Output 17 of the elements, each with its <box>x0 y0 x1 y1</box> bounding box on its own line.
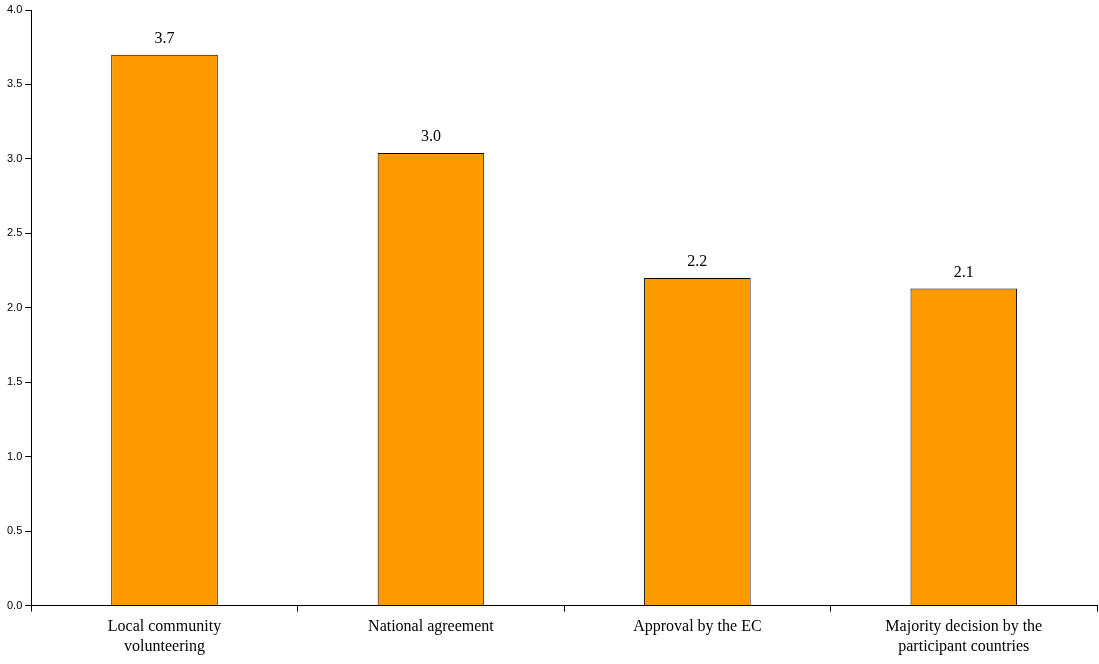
y-tick-label: 0.0 <box>6 598 23 611</box>
y-tick-label: 2.0 <box>6 300 23 313</box>
data-label: 3.0 <box>420 127 441 145</box>
y-tick-label: 3.0 <box>6 151 23 164</box>
x-tick-label: Majority decision by the participant countries <box>885 617 1043 655</box>
data-label: 2.2 <box>687 252 708 270</box>
y-tick-label: 1.0 <box>6 449 23 462</box>
y-tick-label: 2.5 <box>6 226 23 239</box>
data-label: 3.7 <box>154 28 175 46</box>
x-tick-label: National agreement <box>368 617 495 636</box>
x-tick-label: Local community volunteering <box>107 617 222 655</box>
y-tick-label: 4.0 <box>6 3 23 16</box>
y-tick-label: 3.5 <box>6 77 23 90</box>
x-tick-label: Approval by the EC <box>633 617 762 636</box>
y-tick-label: 0.5 <box>6 524 23 537</box>
data-label: 2.1 <box>953 262 974 280</box>
y-tick-label: 1.5 <box>6 375 23 388</box>
